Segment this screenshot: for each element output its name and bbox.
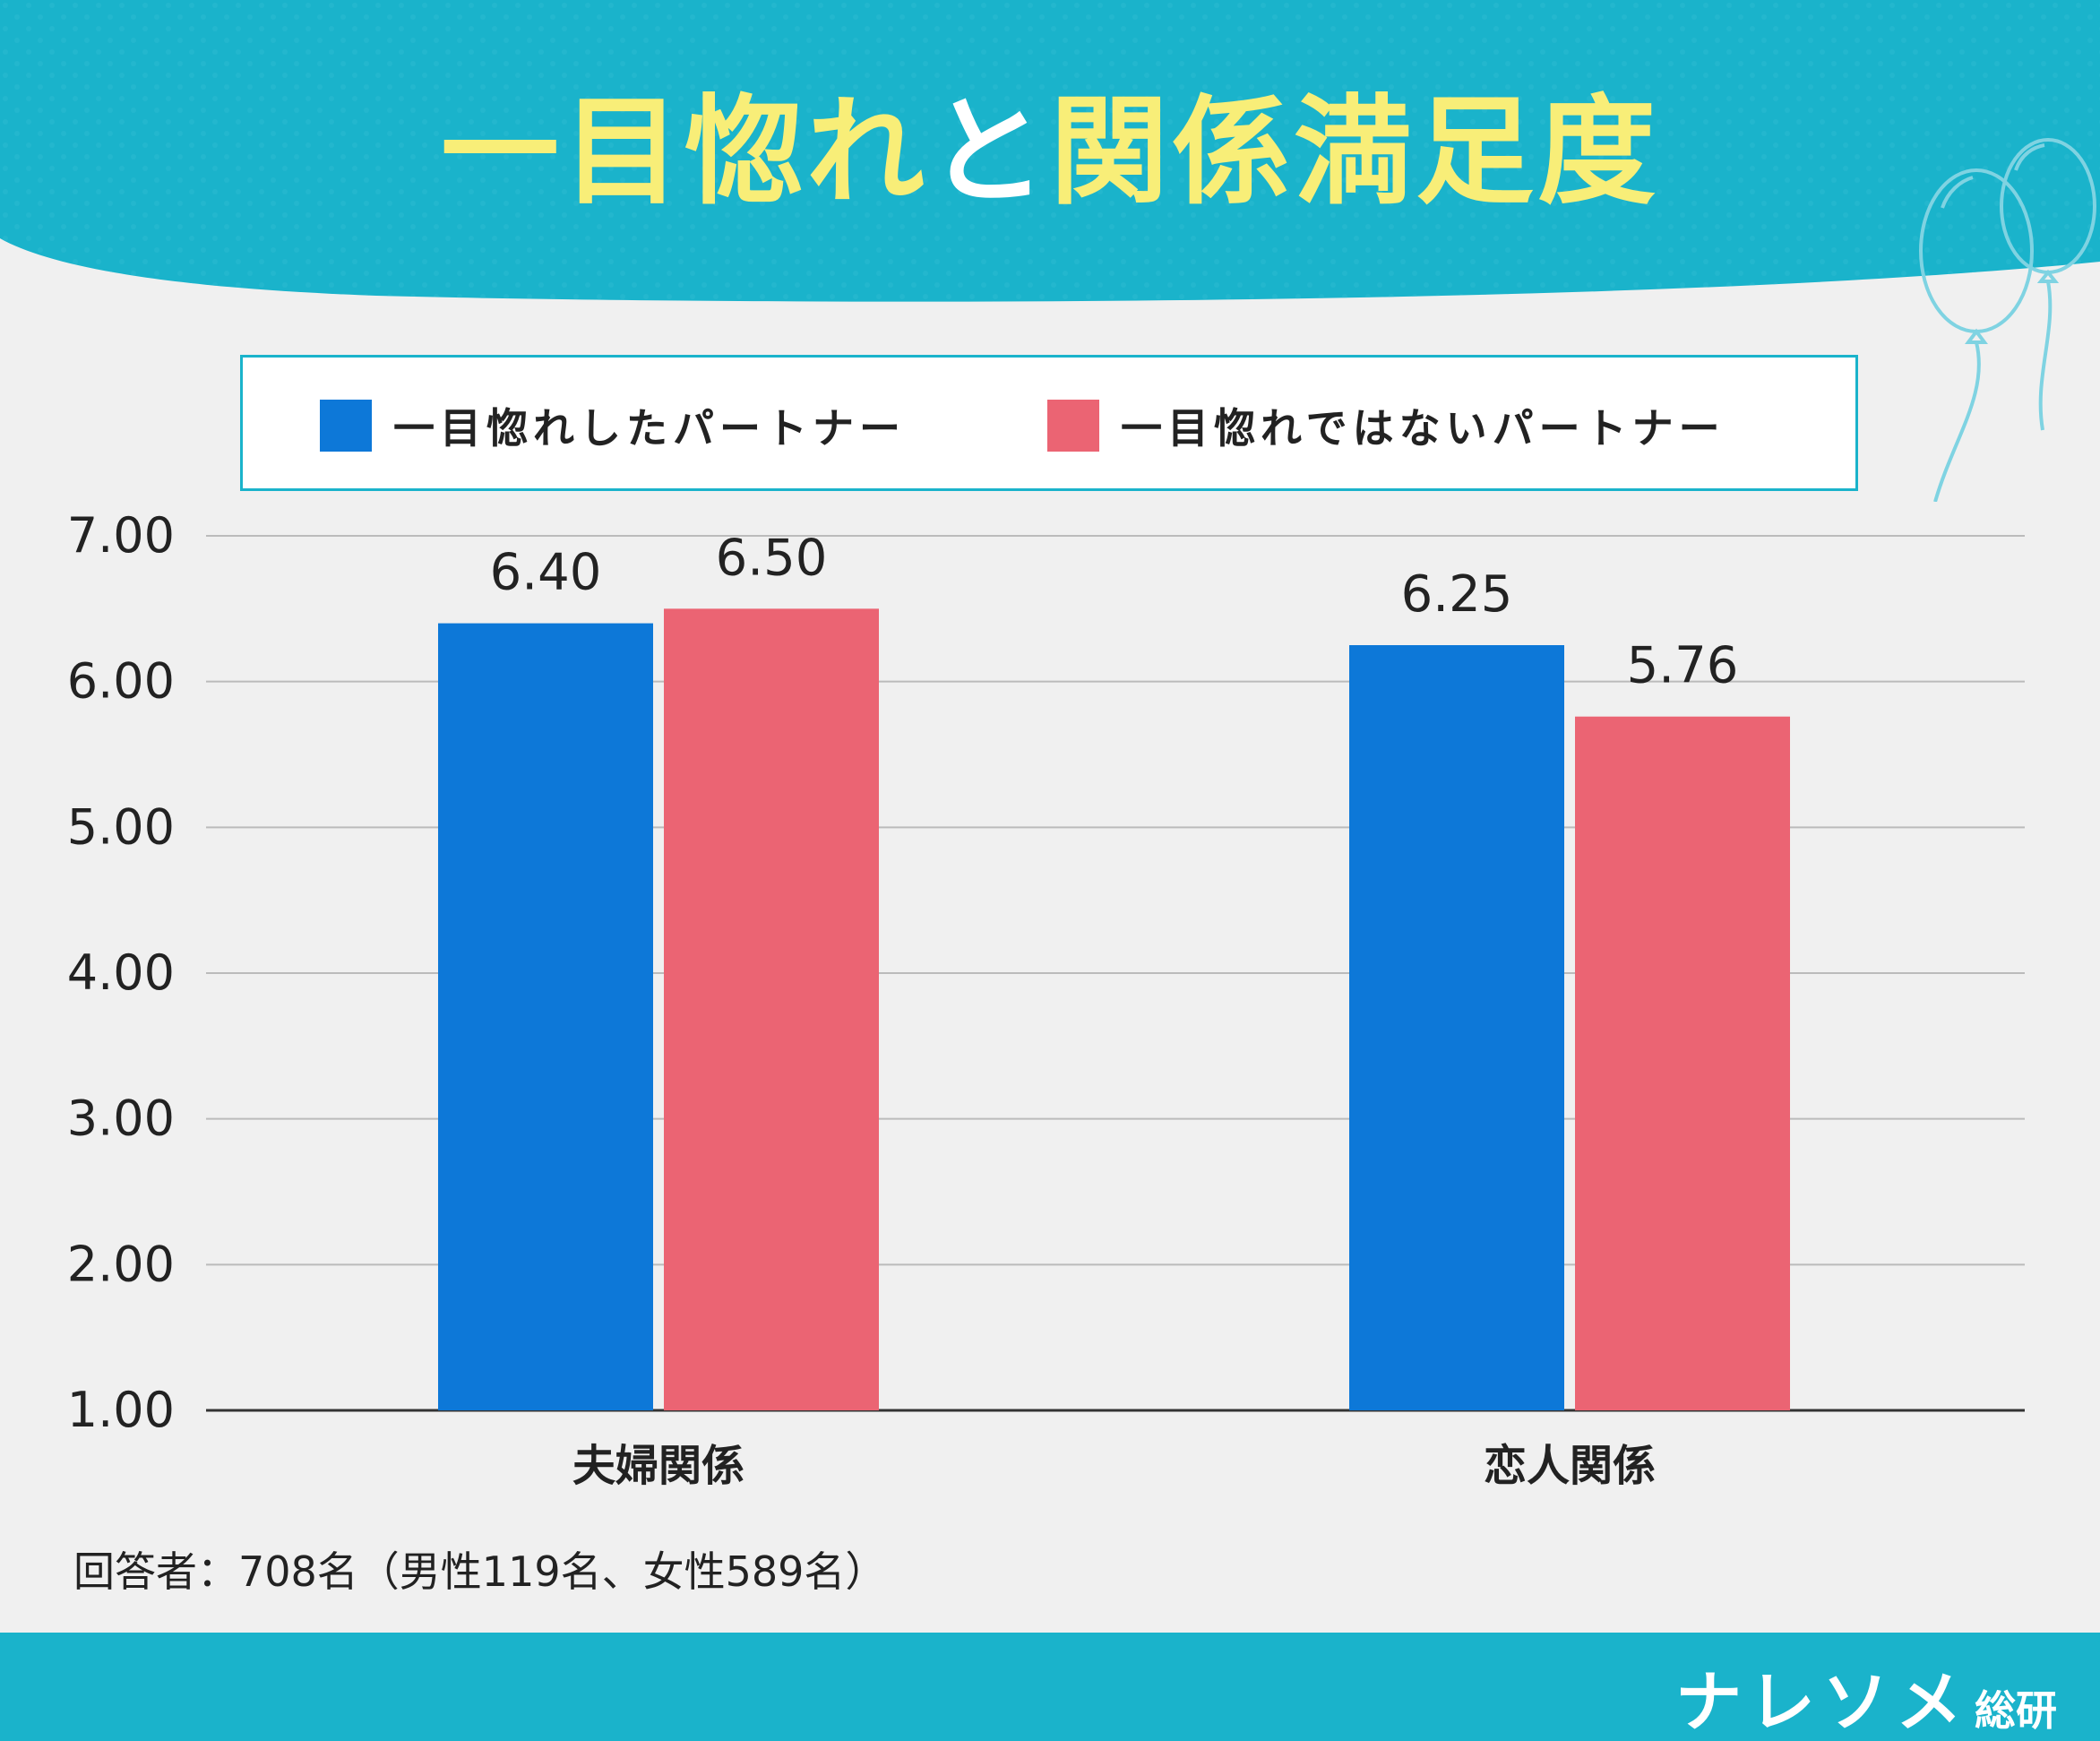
data-label: 6.40 [490,544,602,602]
y-tick-label: 7.00 [67,507,175,564]
title-part-1: 一目惚れ [441,83,928,221]
legend-item-not-love-at-first-sight: 一目惚れではないパートナー [1047,399,1726,452]
title-part-3: 関係満足度 [1050,83,1659,221]
legend-swatch-blue [320,400,372,452]
title-part-2: と [928,83,1050,221]
legend-swatch-pink [1047,400,1099,452]
footer-bar [0,1633,2100,1741]
data-label: 6.50 [716,529,828,587]
data-label: 5.76 [1627,637,1739,695]
brand-name: ナレソメ [1675,1664,1969,1741]
bar [664,608,879,1410]
legend-label: 一目惚れではないパートナー [1121,404,1726,452]
header-banner [0,0,2100,302]
bar [438,623,653,1410]
legend-item-love-at-first-sight: 一目惚れしたパートナー [320,399,906,452]
chart-legend: 一目惚れしたパートナー 一目惚れではないパートナー [240,355,1858,491]
y-tick-label: 2.00 [67,1236,175,1292]
respondents-note: 回答者：708名（男性119名、女性589名） [73,1547,887,1596]
page-title: 一目惚れと関係満足度 [0,85,2100,220]
bar [1575,716,1790,1410]
y-tick-label: 3.00 [67,1090,175,1147]
y-tick-label: 6.00 [67,653,175,710]
x-category-label: 夫婦関係 [572,1441,744,1491]
data-label: 6.25 [1401,565,1513,624]
legend-label: 一目惚れしたパートナー [393,404,906,452]
y-tick-label: 1.00 [67,1382,175,1438]
bar [1349,645,1564,1410]
x-category-label: 恋人関係 [1484,1441,1656,1491]
balloons-icon [1919,138,2096,502]
y-tick-label: 5.00 [67,798,175,855]
brand-logo: ナレソメ 総研 [1675,1649,2057,1741]
brand-suffix: 総研 [1975,1686,2057,1735]
y-tick-label: 4.00 [67,944,175,1001]
